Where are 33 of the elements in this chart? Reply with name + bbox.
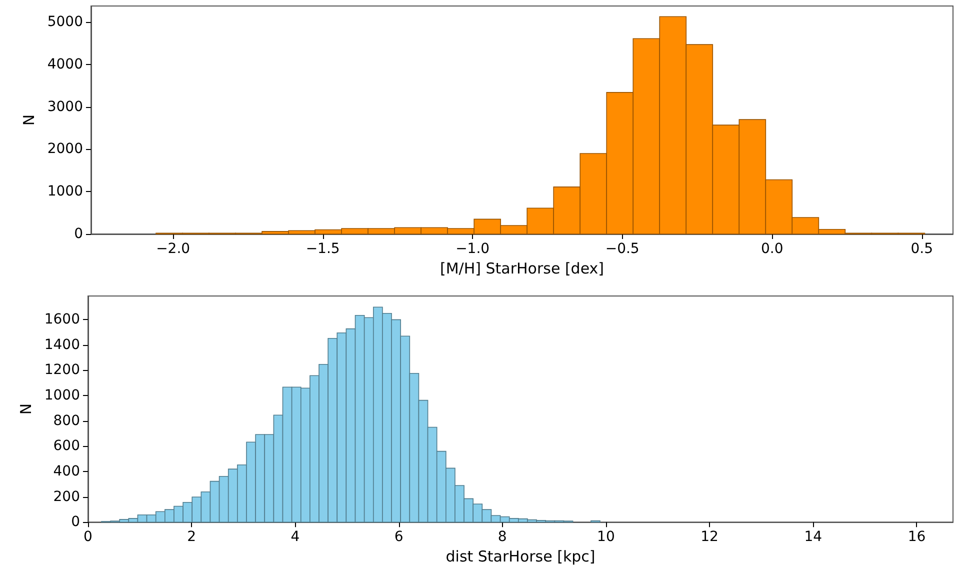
x-tick-label: 12 [700, 529, 718, 546]
y-tick-label: 0 [74, 226, 83, 242]
y-tick-label: 4000 [47, 56, 83, 72]
y-tick-label: 400 [53, 463, 80, 480]
x-tick-label: −1.5 [306, 241, 340, 257]
y-tick-label: 0 [71, 514, 80, 530]
x-tick-label: −1.0 [456, 241, 490, 257]
x-tick-label: −2.0 [156, 241, 190, 257]
x-tick-label: 4 [290, 529, 300, 546]
x-tick-label: 8 [498, 529, 507, 546]
x-tick-label: 10 [597, 529, 615, 546]
x-tick-label: 6 [394, 529, 404, 546]
y-tick-label: 1400 [44, 336, 80, 353]
x-tick-label: 16 [908, 529, 926, 546]
y-axis-title: N [16, 403, 35, 415]
y-tick-label: 1000 [47, 184, 83, 200]
y-tick-label: 800 [53, 412, 80, 429]
y-tick-label: 1000 [44, 388, 80, 404]
x-tick-label: 2 [187, 529, 196, 546]
x-axis-title: [M/H] StarHorse [dex] [440, 259, 604, 278]
y-tick-label: 600 [53, 438, 80, 454]
x-tick-label: 0.5 [910, 241, 933, 257]
y-tick-label: 1600 [44, 312, 80, 328]
y-tick-label: 200 [53, 488, 80, 505]
x-axis-title: dist StarHorse [kpc] [446, 548, 596, 566]
y-tick-label: 5000 [47, 14, 83, 30]
y-tick-label: 1200 [44, 362, 80, 378]
x-tick-label: 0.0 [760, 241, 784, 257]
y-tick-label: 2000 [47, 141, 83, 158]
y-axis-title: N [20, 114, 38, 126]
y-tick-label: 3000 [47, 98, 83, 115]
x-tick-label: −0.5 [605, 241, 640, 257]
x-tick-label: 14 [804, 529, 822, 546]
